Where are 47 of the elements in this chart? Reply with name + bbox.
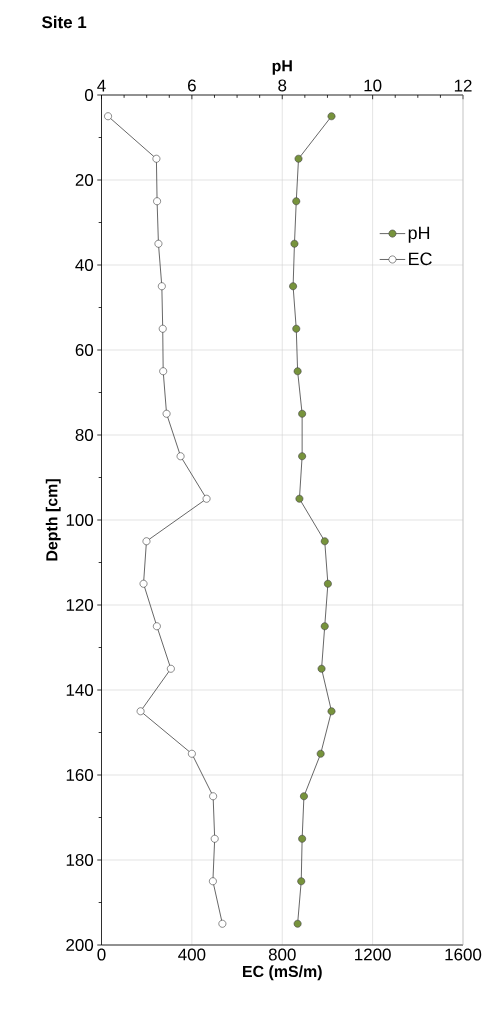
x-tick-label: 400 bbox=[178, 948, 206, 961]
point bbox=[153, 197, 161, 206]
x-axis-title: EC (mS/m) bbox=[243, 965, 322, 981]
point bbox=[104, 112, 112, 121]
point bbox=[152, 622, 161, 631]
point bbox=[166, 664, 175, 673]
y-tick-label: 120 bbox=[66, 599, 94, 612]
point bbox=[158, 324, 167, 333]
x2-tick-label: 8 bbox=[278, 79, 287, 92]
x-tick-label: 1600 bbox=[445, 948, 482, 961]
x2-tick-label: 4 bbox=[97, 79, 106, 92]
point bbox=[218, 919, 227, 928]
point bbox=[210, 834, 219, 843]
chart-title: Site 1 bbox=[42, 15, 87, 29]
x2-tick-label: 12 bbox=[454, 79, 472, 92]
x-tick-label: 1200 bbox=[355, 948, 391, 961]
y-tick-label: 0 bbox=[84, 89, 94, 101]
point bbox=[209, 877, 217, 886]
x-tick-label: 800 bbox=[268, 948, 296, 961]
point bbox=[139, 579, 148, 588]
y-tick-label: 160 bbox=[66, 769, 94, 782]
x2-axis-title: pH bbox=[272, 60, 292, 75]
y-tick-label: 80 bbox=[75, 429, 94, 442]
legend-label: EC bbox=[409, 252, 432, 266]
point bbox=[154, 239, 163, 248]
y-tick-label: 40 bbox=[75, 259, 94, 271]
point bbox=[152, 154, 161, 163]
point bbox=[159, 367, 168, 376]
point bbox=[157, 282, 166, 291]
point bbox=[142, 537, 151, 546]
y-tick-label: 140 bbox=[66, 684, 94, 697]
y-tick-label: 60 bbox=[75, 344, 94, 357]
x2-tick-label: 10 bbox=[364, 79, 382, 92]
point bbox=[202, 494, 211, 503]
y-tick-label: 20 bbox=[75, 174, 94, 186]
point bbox=[136, 707, 145, 716]
y-tick-label: 180 bbox=[66, 854, 94, 867]
y-axis-title: Depth [cm] bbox=[45, 479, 61, 561]
x2-tick-label: 6 bbox=[188, 79, 196, 92]
legend-label: pH bbox=[408, 226, 430, 243]
point bbox=[176, 452, 185, 461]
point bbox=[209, 792, 217, 801]
y-tick-label: 200 bbox=[66, 939, 94, 952]
point bbox=[187, 749, 196, 758]
x-tick-label: 0 bbox=[97, 948, 106, 961]
y-tick-label: 100 bbox=[66, 514, 94, 527]
point bbox=[162, 409, 171, 418]
